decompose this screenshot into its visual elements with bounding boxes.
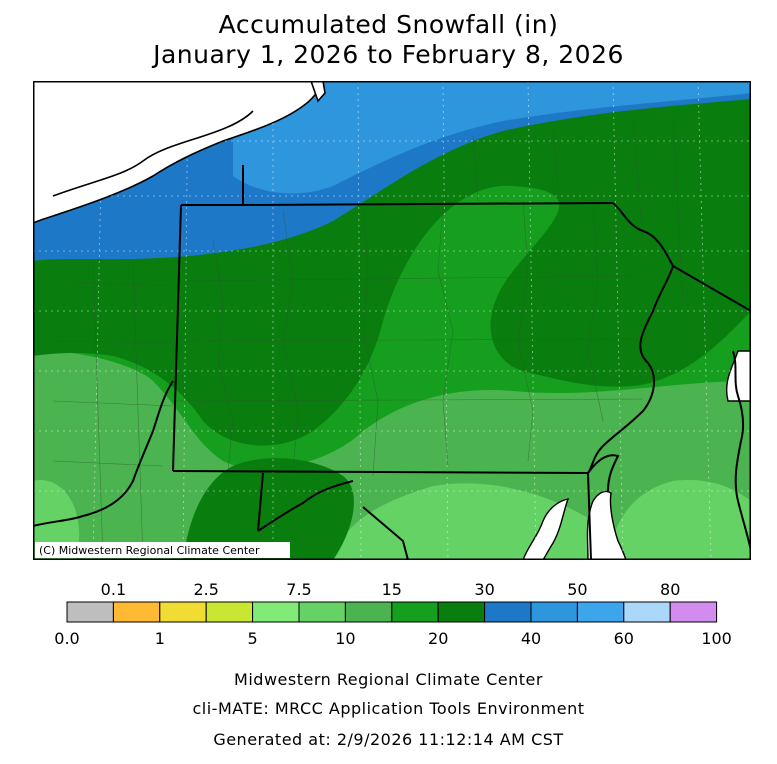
- legend-bin: [344, 601, 393, 623]
- footer-organization: Midwestern Regional Climate Center: [234, 670, 543, 689]
- contour-5-10-south: [333, 483, 643, 560]
- copyright-text: (C) Midwestern Regional Climate Center: [39, 544, 260, 557]
- legend-top-label: 50: [567, 580, 587, 599]
- color-legend: 0.1 2.5 7.5 15 30 50 80 0.0 1 5 10 20 40 60 100: [54, 580, 732, 648]
- legend-bottom-label: 0.0: [54, 629, 79, 648]
- legend-top-label: 80: [660, 580, 680, 599]
- legend-top-label: 7.5: [286, 580, 311, 599]
- legend-top-label: 30: [474, 580, 494, 599]
- atlantic-coast: [726, 350, 751, 402]
- lake-ontario: [310, 81, 326, 103]
- legend-bin: [205, 601, 254, 623]
- legend-bin: [623, 601, 671, 623]
- legend-top-label: 15: [382, 580, 402, 599]
- map-title: Accumulated Snowfall (in): [218, 10, 559, 39]
- legend-bin: [484, 601, 532, 623]
- legend-bin: [159, 601, 207, 623]
- legend-bin: [576, 601, 625, 623]
- footer-tool: cli-MATE: MRCC Application Tools Environ…: [192, 699, 585, 718]
- legend-top-label: 2.5: [193, 580, 218, 599]
- state-boundaries: [33, 165, 751, 560]
- legend-bin: [66, 601, 114, 623]
- legend-bottom-label: 20: [428, 629, 448, 648]
- legend-bottom-label: 60: [614, 629, 634, 648]
- lake-erie: [33, 81, 324, 224]
- legend-bins: [66, 601, 718, 623]
- graticule: [33, 81, 751, 560]
- copyright-box: [35, 542, 290, 558]
- legend-top-labels: 0.1 2.5 7.5 15 30 50 80: [101, 580, 681, 599]
- legend-bin: [437, 601, 486, 623]
- legend-bin: [112, 601, 161, 623]
- footer-generated: Generated at: 2/9/2026 11:12:14 AM CST: [213, 730, 564, 749]
- legend-bottom-label: 100: [701, 629, 732, 648]
- map-frame: [33, 81, 751, 560]
- contour-20-30-north: [33, 81, 751, 446]
- map-subtitle: January 1, 2026 to February 8, 2026: [153, 40, 624, 69]
- chesapeake-bay: [522, 498, 570, 560]
- contour-20-30-south: [183, 458, 354, 560]
- legend-bin: [298, 601, 346, 623]
- legend-bin: [252, 601, 300, 623]
- legend-bottom-label: 10: [335, 629, 355, 648]
- snowfall-map: (C) Midwestern Regional Climate Center: [33, 81, 751, 560]
- legend-bin: [669, 601, 718, 623]
- legend-bottom-labels: 0.0 1 5 10 20 40 60 100: [54, 629, 732, 648]
- legend-top-label: 0.1: [101, 580, 126, 599]
- contour-5-10-southeast: [608, 480, 751, 560]
- legend-bin: [530, 601, 578, 623]
- legend-bottom-label: 40: [521, 629, 541, 648]
- legend-bottom-label: 5: [248, 629, 258, 648]
- legend-bottom-label: 1: [155, 629, 165, 648]
- lake-erie-shoreline: [52, 110, 254, 197]
- contour-5-10-southwest: [33, 480, 80, 560]
- contour-40-50: [233, 81, 751, 194]
- legend-bin: [391, 601, 439, 623]
